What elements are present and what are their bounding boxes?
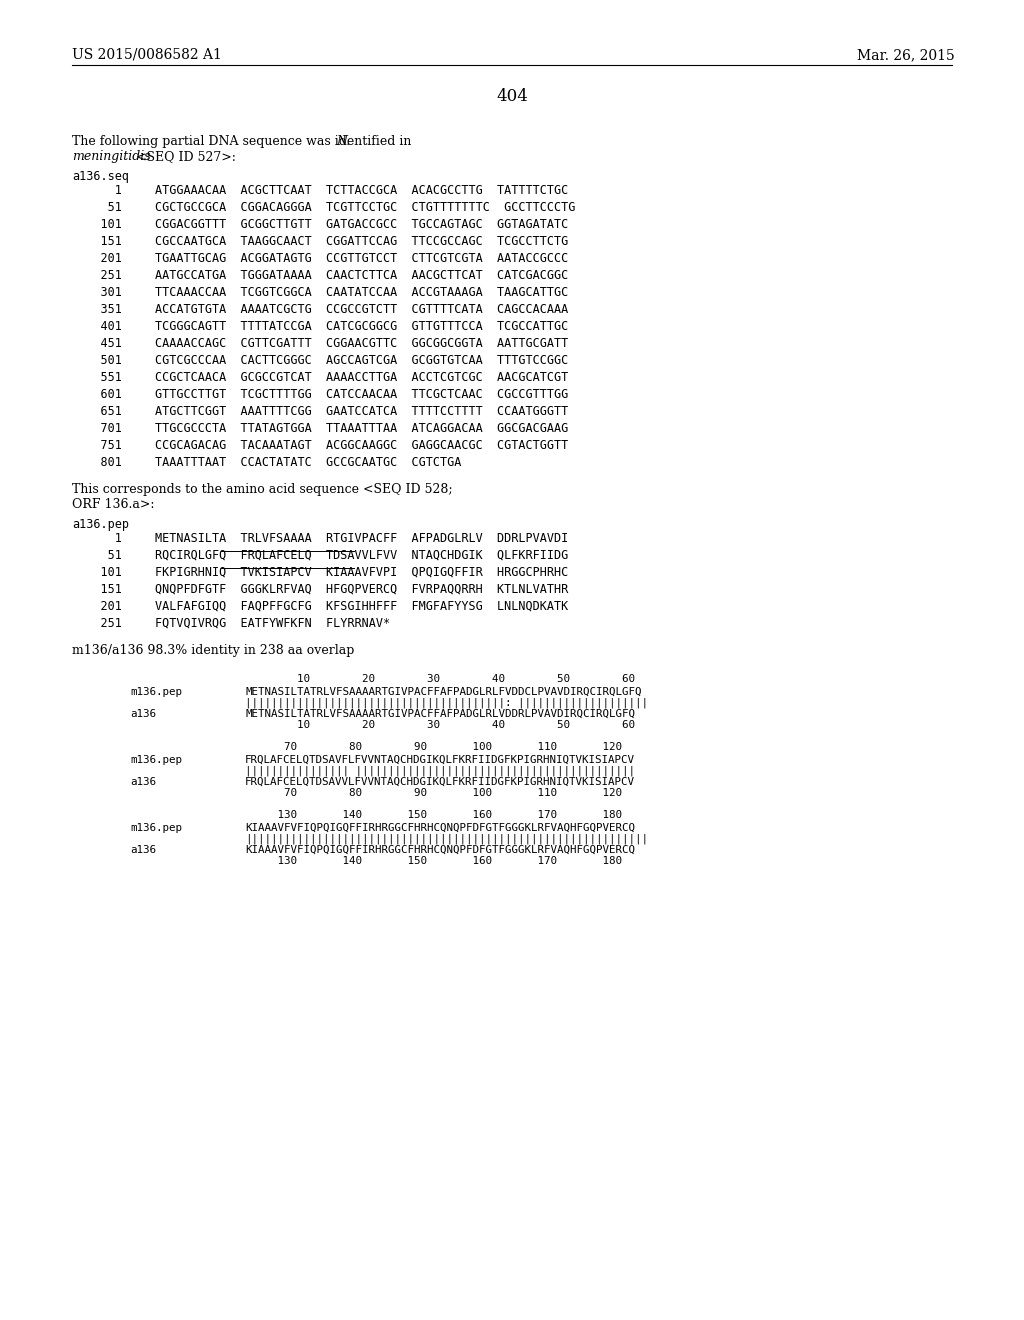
Text: 10        20        30        40        50        60: 10 20 30 40 50 60 bbox=[245, 719, 635, 730]
Text: 201: 201 bbox=[72, 601, 122, 612]
Text: CCGCTCAACA  GCGCCGTCAT  AAAACCTTGA  ACCTCGTCGC  AACGCATCGT: CCGCTCAACA GCGCCGTCAT AAAACCTTGA ACCTCGT… bbox=[155, 371, 568, 384]
Text: 751: 751 bbox=[72, 440, 122, 451]
Text: AATGCCATGA  TGGGATAAAA  CAACTCTTCA  AACGCTTCAT  CATCGACGGC: AATGCCATGA TGGGATAAAA CAACTCTTCA AACGCTT… bbox=[155, 269, 568, 282]
Text: Mar. 26, 2015: Mar. 26, 2015 bbox=[857, 48, 955, 62]
Text: CGCCAATGCA  TAAGGCAACT  CGGATTCCAG  TTCCGCCAGC  TCGCCTTCTG: CGCCAATGCA TAAGGCAACT CGGATTCCAG TTCCGCC… bbox=[155, 235, 568, 248]
Text: meningitidis: meningitidis bbox=[72, 150, 151, 162]
Text: a136.pep: a136.pep bbox=[72, 517, 129, 531]
Text: ||||||||||||||||||||||||||||||||||||||||: ||||||||||||||||||||: ||||||||||||||||||||||||||||||||||||||||… bbox=[245, 698, 648, 709]
Text: m136.pep: m136.pep bbox=[130, 755, 182, 766]
Text: ATGCTTCGGT  AAATTTTCGG  GAATCCATCA  TTTTCCTTTT  CCAATGGGTT: ATGCTTCGGT AAATTTTCGG GAATCCATCA TTTTCCT… bbox=[155, 405, 568, 418]
Text: ACCATGTGTA  AAAATCGCTG  CCGCCGTCTT  CGTTTTCATA  CAGCCACAAA: ACCATGTGTA AAAATCGCTG CCGCCGTCTT CGTTTTC… bbox=[155, 304, 568, 315]
Text: US 2015/0086582 A1: US 2015/0086582 A1 bbox=[72, 48, 222, 62]
Text: KIAAAVFVFIQPQIGQFFIRHRGGCFHRHCQNQPFDFGTFGGGKLRFVAQHFGQPVERCQ: KIAAAVFVFIQPQIGQFFIRHRGGCFHRHCQNQPFDFGTF… bbox=[245, 845, 635, 855]
Text: QNQPFDFGTF  GGGKLRFVAQ  HFGQPVERCQ  FVRPAQQRRH  KTLNLVATHR: QNQPFDFGTF GGGKLRFVAQ HFGQPVERCQ FVRPAQQ… bbox=[155, 583, 568, 597]
Text: m136/a136 98.3% identity in 238 aa overlap: m136/a136 98.3% identity in 238 aa overl… bbox=[72, 644, 354, 657]
Text: 251: 251 bbox=[72, 616, 122, 630]
Text: 404: 404 bbox=[496, 88, 528, 106]
Text: 151: 151 bbox=[72, 235, 122, 248]
Text: VALFAFGIQQ  FAQPFFGCFG  KFSGIHHFFF  FMGFAFYYSG  LNLNQDKATK: VALFAFGIQQ FAQPFFGCFG KFSGIHHFFF FMGFAFY… bbox=[155, 601, 568, 612]
Text: <SEQ ID 527>:: <SEQ ID 527>: bbox=[132, 150, 236, 162]
Text: 101: 101 bbox=[72, 566, 122, 579]
Text: 130       140       150       160       170       180: 130 140 150 160 170 180 bbox=[245, 810, 622, 820]
Text: m136.pep: m136.pep bbox=[130, 686, 182, 697]
Text: ||||||||||||||||||||||||||||||||||||||||||||||||||||||||||||||: ||||||||||||||||||||||||||||||||||||||||… bbox=[245, 834, 648, 845]
Text: 130       140       150       160       170       180: 130 140 150 160 170 180 bbox=[245, 855, 622, 866]
Text: CAAAACCAGC  CGTTCGATTT  CGGAACGTTC  GGCGGCGGTA  AATTGCGATT: CAAAACCAGC CGTTCGATTT CGGAACGTTC GGCGGCG… bbox=[155, 337, 568, 350]
Text: KIAAAVFVFIQPQIGQFFIRHRGGCFHRHCQNQPFDFGTFGGGKLRFVAQHFGQPVERCQ: KIAAAVFVFIQPQIGQFFIRHRGGCFHRHCQNQPFDFGTF… bbox=[245, 822, 635, 833]
Text: TCGGGCAGTT  TTTTATCCGA  CATCGCGGCG  GTTGTTTCCA  TCGCCATTGC: TCGGGCAGTT TTTTATCCGA CATCGCGGCG GTTGTTT… bbox=[155, 319, 568, 333]
Text: METNASILTATRLVFSAAAARTGIVPACFFAFPADGLRLFVDDCLPVAVDIRQCIRQLGFQ: METNASILTATRLVFSAAAARTGIVPACFFAFPADGLRLF… bbox=[245, 686, 641, 697]
Text: 351: 351 bbox=[72, 304, 122, 315]
Text: TAAATTTAAT  CCACTATATC  GCCGCAATGC  CGTCTGA: TAAATTTAAT CCACTATATC GCCGCAATGC CGTCTGA bbox=[155, 455, 462, 469]
Text: N.: N. bbox=[336, 135, 350, 148]
Text: 801: 801 bbox=[72, 455, 122, 469]
Text: 251: 251 bbox=[72, 269, 122, 282]
Text: 70        80        90       100       110       120: 70 80 90 100 110 120 bbox=[245, 742, 622, 752]
Text: 51: 51 bbox=[72, 549, 122, 562]
Text: FKPIGRHNIQ  TVKISIAPCV  KIAAAVFVPI  QPQIGQFFIR  HRGGCPHRHC: FKPIGRHNIQ TVKISIAPCV KIAAAVFVPI QPQIGQF… bbox=[155, 566, 568, 579]
Text: 70        80        90       100       110       120: 70 80 90 100 110 120 bbox=[245, 788, 622, 799]
Text: 701: 701 bbox=[72, 422, 122, 436]
Text: TGAATTGCAG  ACGGATAGTG  CCGTTGTCCT  CTTCGTCGTA  AATACCGCCC: TGAATTGCAG ACGGATAGTG CCGTTGTCCT CTTCGTC… bbox=[155, 252, 568, 265]
Text: This corresponds to the amino acid sequence <SEQ ID 528;: This corresponds to the amino acid seque… bbox=[72, 483, 453, 496]
Text: FRQLAFCELQTDSAVVLFVVNTAQCHDGIKQLFKRFIIDGFKPIGRHNIQTVKISIAPCV: FRQLAFCELQTDSAVVLFVVNTAQCHDGIKQLFKRFIIDG… bbox=[245, 777, 635, 787]
Text: a136: a136 bbox=[130, 709, 156, 719]
Text: CGGACGGTTT  GCGGCTTGTT  GATGACCGCC  TGCCAGTAGC  GGTAGATATC: CGGACGGTTT GCGGCTTGTT GATGACCGCC TGCCAGT… bbox=[155, 218, 568, 231]
Text: 301: 301 bbox=[72, 286, 122, 300]
Text: CGTCGCCCAA  CACTTCGGGC  AGCCAGTCGA  GCGGTGTCAA  TTTGTCCGGC: CGTCGCCCAA CACTTCGGGC AGCCAGTCGA GCGGTGT… bbox=[155, 354, 568, 367]
Text: FQTVQIVRQG  EATFYWFKFN  FLYRRNAV*: FQTVQIVRQG EATFYWFKFN FLYRRNAV* bbox=[155, 616, 390, 630]
Text: 501: 501 bbox=[72, 354, 122, 367]
Text: The following partial DNA sequence was identified in: The following partial DNA sequence was i… bbox=[72, 135, 416, 148]
Text: TTCAAACCAA  TCGGTCGGCA  CAATATCCAA  ACCGTAAAGA  TAAGCATTGC: TTCAAACCAA TCGGTCGGCA CAATATCCAA ACCGTAA… bbox=[155, 286, 568, 300]
Text: FRQLAFCELQTDSAVFLFVVNTAQCHDGIKQLFKRFIIDGFKPIGRHNIQTVKISIAPCV: FRQLAFCELQTDSAVFLFVVNTAQCHDGIKQLFKRFIIDG… bbox=[245, 755, 635, 766]
Text: CGCTGCCGCA  CGGACAGGGA  TCGTTCCTGC  CTGTTTTTTTC  GCCTTCCCTG: CGCTGCCGCA CGGACAGGGA TCGTTCCTGC CTGTTTT… bbox=[155, 201, 575, 214]
Text: 1: 1 bbox=[72, 532, 122, 545]
Text: 1: 1 bbox=[72, 183, 122, 197]
Text: 201: 201 bbox=[72, 252, 122, 265]
Text: 401: 401 bbox=[72, 319, 122, 333]
Text: 601: 601 bbox=[72, 388, 122, 401]
Text: a136: a136 bbox=[130, 845, 156, 855]
Text: METNASILTA  TRLVFSAAAA  RTGIVPACFF  AFPADGLRLV  DDRLPVAVDI: METNASILTA TRLVFSAAAA RTGIVPACFF AFPADGL… bbox=[155, 532, 568, 545]
Text: CCGCAGACAG  TACAAATAGT  ACGGCAAGGC  GAGGCAACGC  CGTACTGGTT: CCGCAGACAG TACAAATAGT ACGGCAAGGC GAGGCAA… bbox=[155, 440, 568, 451]
Text: m136.pep: m136.pep bbox=[130, 822, 182, 833]
Text: 151: 151 bbox=[72, 583, 122, 597]
Text: 651: 651 bbox=[72, 405, 122, 418]
Text: METNASILTATRLVFSAAAARTGIVPACFFAFPADGLRLVDDRLPVAVDIRQCIRQLGFQ: METNASILTATRLVFSAAAARTGIVPACFFAFPADGLRLV… bbox=[245, 709, 635, 719]
Text: GTTGCCTTGT  TCGCTTTTGG  CATCCAACAA  TTCGCTCAAC  CGCCGTTTGG: GTTGCCTTGT TCGCTTTTGG CATCCAACAA TTCGCTC… bbox=[155, 388, 568, 401]
Text: 10        20        30        40        50        60: 10 20 30 40 50 60 bbox=[245, 675, 635, 684]
Text: 51: 51 bbox=[72, 201, 122, 214]
Text: 451: 451 bbox=[72, 337, 122, 350]
Text: a136.seq: a136.seq bbox=[72, 170, 129, 183]
Text: 551: 551 bbox=[72, 371, 122, 384]
Text: ORF 136.a>:: ORF 136.a>: bbox=[72, 498, 155, 511]
Text: 101: 101 bbox=[72, 218, 122, 231]
Text: |||||||||||||||| |||||||||||||||||||||||||||||||||||||||||||: |||||||||||||||| |||||||||||||||||||||||… bbox=[245, 766, 635, 776]
Text: ATGGAAACAA  ACGCTTCAAT  TCTTACCGCA  ACACGCCTTG  TATTTTCTGC: ATGGAAACAA ACGCTTCAAT TCTTACCGCA ACACGCC… bbox=[155, 183, 568, 197]
Text: a136: a136 bbox=[130, 777, 156, 787]
Text: RQCIRQLGFQ  FRQLAFCELQ  TDSAVVLFVV  NTAQCHDGIK  QLFKRFIIDG: RQCIRQLGFQ FRQLAFCELQ TDSAVVLFVV NTAQCHD… bbox=[155, 549, 568, 562]
Text: TTGCGCCCTA  TTATAGTGGA  TTAAATTTAA  ATCAGGACAA  GGCGACGAAG: TTGCGCCCTA TTATAGTGGA TTAAATTTAA ATCAGGA… bbox=[155, 422, 568, 436]
